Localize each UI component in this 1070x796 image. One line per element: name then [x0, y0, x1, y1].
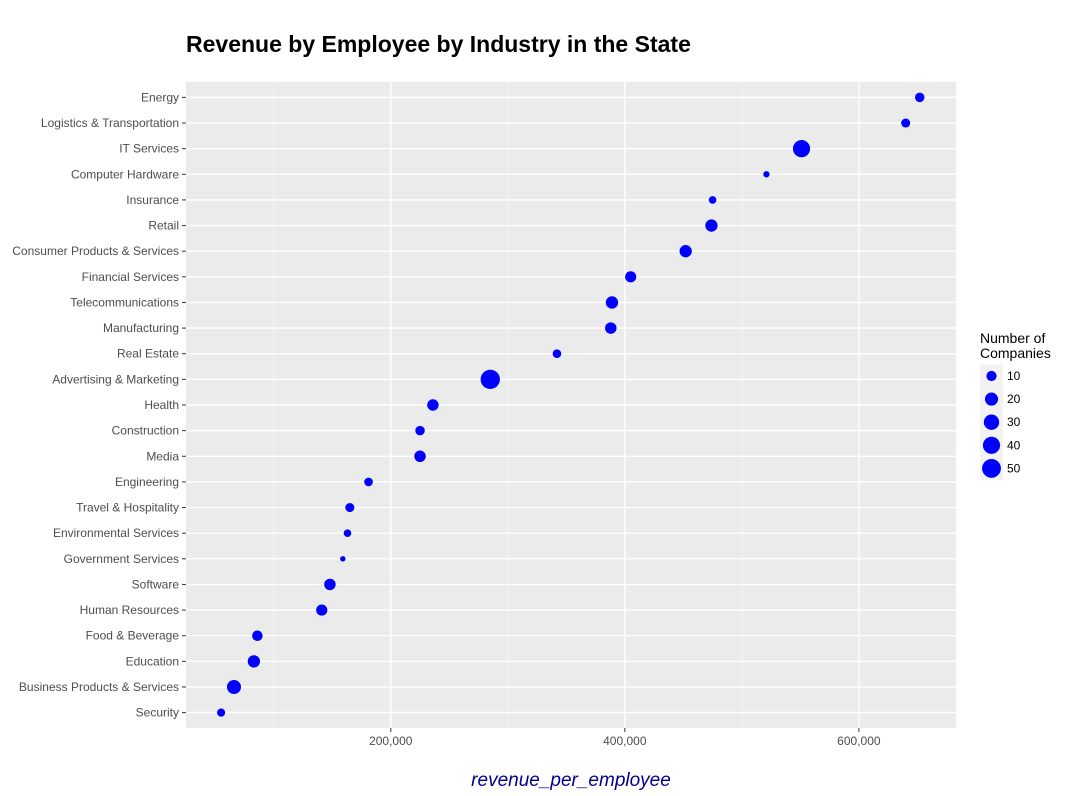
- y-tick-label: Real Estate: [117, 347, 179, 361]
- x-tick-label: 400,000: [603, 734, 647, 748]
- y-tick-label: Business Products & Services: [19, 680, 179, 694]
- legend-title-line-2: Companies: [980, 345, 1051, 361]
- y-tick-label: Media: [146, 449, 179, 463]
- chart-title: Revenue by Employee by Industry in the S…: [186, 31, 691, 57]
- data-point: [343, 529, 352, 537]
- legend-title-line-1: Number of: [980, 330, 1045, 346]
- y-tick-label: Telecommunications: [70, 295, 179, 309]
- legend-key-label: 10: [1007, 369, 1021, 383]
- y-tick-label: IT Services: [119, 142, 179, 156]
- y-tick-label: Financial Services: [82, 270, 179, 284]
- data-point: [414, 450, 426, 463]
- y-tick-label: Education: [126, 654, 179, 668]
- data-point: [605, 296, 619, 309]
- y-tick-label: Human Resources: [80, 603, 179, 617]
- x-axis: 200,000 400,000 600,000: [369, 728, 881, 748]
- y-tick-label: Construction: [112, 424, 179, 438]
- y-tick-label: Government Services: [64, 552, 179, 566]
- legend-key-dot: [982, 436, 1001, 454]
- y-tick-label: Insurance: [126, 193, 179, 207]
- x-tick-label: 600,000: [837, 734, 881, 748]
- data-point: [345, 503, 355, 513]
- data-point: [427, 399, 439, 411]
- y-tick-label: Environmental Services: [53, 526, 179, 540]
- data-point: [217, 708, 226, 717]
- y-tick-label: Retail: [148, 219, 179, 233]
- y-tick-label: Computer Hardware: [71, 167, 179, 181]
- legend-key-label: 50: [1007, 461, 1021, 475]
- data-point: [364, 477, 373, 487]
- legend-key-label: 20: [1007, 392, 1021, 406]
- data-point: [901, 118, 911, 128]
- data-point: [792, 140, 811, 158]
- y-tick-label: Logistics & Transportation: [41, 116, 179, 130]
- data-point: [247, 655, 261, 668]
- data-point: [708, 196, 717, 204]
- y-tick-label: Security: [136, 706, 179, 720]
- legend-key-dot: [983, 414, 1000, 430]
- data-point: [679, 245, 692, 258]
- data-point: [316, 604, 328, 616]
- data-point: [605, 322, 617, 334]
- grid-lines: [186, 82, 956, 728]
- y-tick-label: Advertising & Marketing: [52, 372, 179, 386]
- legend-key-label: 30: [1007, 415, 1021, 429]
- y-tick-label: Consumer Products & Services: [12, 244, 179, 258]
- y-tick-label: Engineering: [115, 475, 179, 489]
- data-point: [705, 219, 718, 232]
- data-point: [552, 349, 562, 359]
- legend-key-dot: [984, 392, 999, 406]
- legend: Number of Companies 10 20 30 40 50: [980, 330, 1051, 480]
- legend-key-label: 40: [1007, 438, 1021, 452]
- legend-key-dot: [982, 458, 1001, 478]
- y-tick-label: Energy: [141, 90, 179, 104]
- y-tick-label: Health: [144, 398, 179, 412]
- y-tick-label: Travel & Hospitality: [76, 501, 179, 515]
- y-tick-label: Food & Beverage: [86, 629, 180, 643]
- data-point: [226, 679, 241, 695]
- data-point: [324, 578, 336, 591]
- data-point: [340, 556, 346, 562]
- y-axis: Energy Logistics & Transportation IT Servi…: [12, 90, 186, 720]
- data-point: [763, 171, 770, 178]
- legend-keys: 10 20 30 40 50: [980, 364, 1021, 480]
- data-points: [217, 92, 925, 717]
- data-point: [625, 271, 637, 283]
- data-point: [252, 630, 263, 641]
- x-tick-label: 200,000: [369, 734, 413, 748]
- data-point: [914, 92, 925, 103]
- y-tick-label: Manufacturing: [103, 321, 179, 335]
- y-tick-label: Software: [132, 577, 180, 591]
- legend-key-dot: [986, 370, 997, 382]
- x-axis-label: revenue_per_employee: [471, 770, 671, 791]
- data-point: [480, 369, 500, 390]
- data-point: [415, 425, 425, 436]
